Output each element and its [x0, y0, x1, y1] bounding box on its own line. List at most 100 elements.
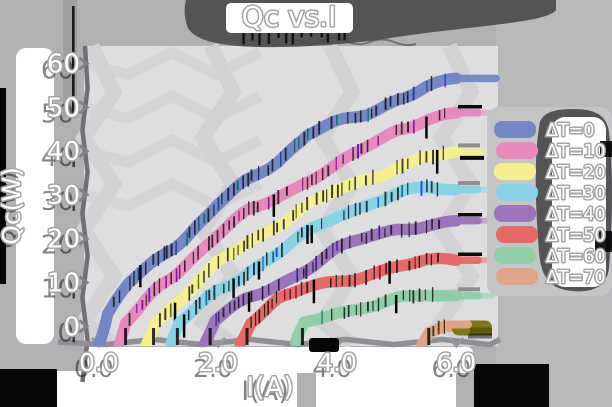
series-start-shadow [152, 328, 156, 345]
series-start-shadow [124, 328, 128, 345]
bottom-white-area-left [57, 371, 297, 407]
title-smear-dash [291, 31, 295, 45]
y-tick-label-30: 30 [47, 181, 80, 211]
series-start-shadow [427, 328, 431, 345]
x-tick-label-0-shadow: 0.0 [74, 354, 114, 383]
legend-swatch-5 [496, 226, 538, 243]
legend-swatch-4 [494, 205, 536, 222]
series-start-shadow [300, 328, 304, 345]
y-axis-label: Qc(W) [0, 167, 26, 245]
title-smear-dash [326, 33, 330, 43]
shadow-artifacts-layer [0, 0, 549, 407]
title-smear-dash [300, 32, 303, 38]
title-smear-dash [251, 30, 254, 41]
bottom-white-area-right [316, 371, 456, 407]
y-tick-label-20-shadow: 20 [41, 231, 74, 261]
series-line-ΔT=10 [113, 107, 463, 346]
line-caps-layer [446, 74, 500, 339]
series-layer [93, 72, 463, 346]
title-white-box [226, 3, 353, 33]
gridline-x-0 [73, 42, 123, 351]
legend-swatch-2 [494, 163, 536, 180]
x-tick [448, 337, 465, 349]
x-tick-label-6: 6.0 [436, 348, 476, 377]
y-tick-label-60: 60 [47, 50, 80, 80]
series-start-shadow [245, 328, 249, 345]
y-tick-label-60-shadow: 60 [41, 56, 74, 86]
title-smear-dash [285, 32, 288, 44]
title-blob-squiggle [297, 37, 417, 47]
y-tick [78, 143, 90, 159]
legend-white-strip [552, 117, 606, 287]
y-tick-label-50-shadow: 50 [41, 99, 74, 129]
x-tick-label-6-shadow: 6.0 [431, 354, 471, 383]
x-tick [209, 337, 227, 349]
y-tick-label-10-shadow: 10 [41, 274, 74, 304]
x-tick-label-2-shadow: 2.0 [193, 354, 233, 383]
y-tick [78, 187, 90, 203]
series-start-shadow [208, 328, 212, 345]
legend-swatch-3 [496, 184, 538, 201]
bottom-white-strip [84, 347, 473, 373]
series-start-shadow [175, 328, 179, 345]
title-smear-dash [343, 30, 346, 41]
series-line-ΔT=30 [164, 181, 463, 346]
cap-olive-dark [470, 327, 492, 336]
title-smear-dash [267, 30, 271, 44]
y-tick-shadow [72, 332, 75, 343]
y-tick-label-20: 20 [47, 225, 80, 255]
series-line-ΔT=40 [197, 215, 463, 346]
y-tick [78, 275, 90, 290]
left-black-shadow-strip [0, 88, 6, 284]
title-smear-dash [242, 31, 245, 45]
left-white-strip [16, 48, 54, 344]
y-tick-label-40: 40 [47, 137, 80, 167]
gridline-y-40 [82, 133, 263, 169]
legend-swatch-6 [494, 247, 536, 264]
y-tick-shadow [72, 288, 75, 299]
y-tick-label-40-shadow: 40 [41, 143, 74, 173]
y-tick-label-0-shadow: 0 [57, 318, 74, 348]
legend-swatch-0 [494, 121, 536, 138]
cap-shadow [468, 333, 492, 339]
x-tick-label-0: 0.0 [79, 348, 119, 377]
series-line-ΔT=60 [289, 289, 463, 346]
y-tick-label-30-shadow: 30 [41, 187, 74, 217]
gridline-y-50 [82, 90, 263, 125]
gridline-x-6 [431, 42, 481, 351]
title-smear-dash [277, 31, 280, 39]
title-smear-dash [320, 32, 323, 38]
title-smear-dash [258, 32, 261, 46]
legend-black-bit [595, 231, 612, 252]
x-axis-label: I(A) [246, 372, 294, 403]
legend-label-0: ΔT=0 [546, 121, 594, 141]
y-tick [78, 319, 90, 334]
chart-title: Qc vs.I [242, 0, 337, 33]
series-line-ΔT=20 [140, 146, 463, 346]
y-tick [78, 56, 90, 71]
legend-label-6: ΔT=60 [546, 247, 606, 267]
y-tick [78, 231, 90, 246]
series-line-ΔT=0 [93, 72, 463, 346]
x-tick-label-4: 4.0 [317, 348, 357, 377]
y-tick-label-10: 10 [47, 268, 80, 298]
legend-label-2: ΔT=20 [546, 163, 606, 183]
gridline-y-60 [82, 46, 263, 81]
topleft-black-line [72, 6, 75, 118]
legend-label-1: ΔT=10 [546, 142, 606, 162]
legend-label-5: ΔT=50 [546, 226, 606, 246]
legend-black-bit [600, 141, 612, 157]
legend-label-7: ΔT=70 [546, 268, 606, 288]
y-tick-shadow [72, 157, 75, 168]
y-axis-label-shadow: Qc(W) [0, 171, 21, 249]
bottom-left-black-box [0, 369, 57, 407]
y-tick-label-0: 0 [63, 312, 80, 342]
series-line-ΔT=50 [234, 252, 463, 346]
x-tick-shadow-blob [309, 338, 339, 352]
legend-label-4: ΔT=40 [546, 205, 606, 225]
title-smear-dash [309, 30, 313, 37]
